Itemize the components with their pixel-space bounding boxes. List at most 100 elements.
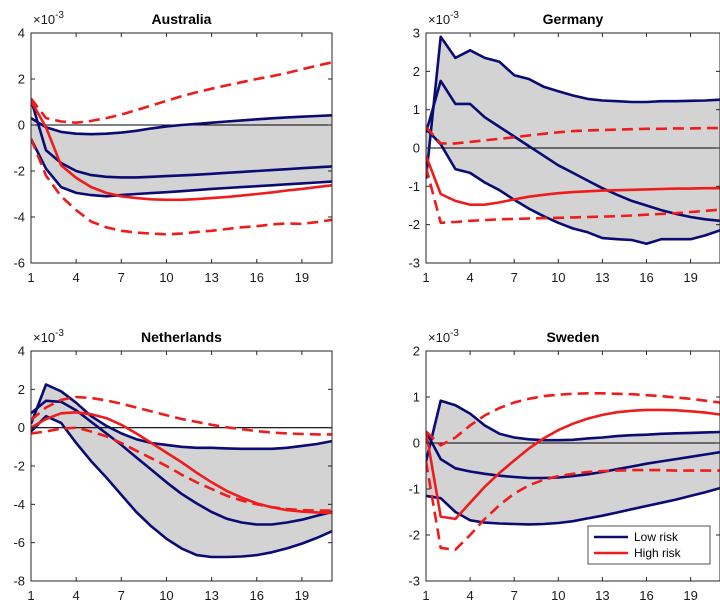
y-tick-label: 0	[413, 436, 420, 451]
plot-area	[31, 383, 332, 559]
x-tick-label: 16	[250, 588, 264, 603]
y-tick-label: -1	[408, 482, 420, 497]
axis-exponent: ×10-3	[33, 10, 64, 27]
high-risk-upper-line	[426, 126, 720, 145]
x-tick-label: 19	[683, 270, 697, 285]
y-tick-label: 2	[18, 382, 25, 397]
panel-title: Sweden	[547, 329, 600, 345]
high-risk-lower-line	[426, 166, 720, 225]
x-tick-label: 13	[204, 588, 218, 603]
low-risk-lower-line	[31, 138, 332, 198]
low-risk-upper-line	[31, 114, 332, 136]
x-tick-label: 16	[639, 270, 653, 285]
x-tick-label: 4	[466, 588, 473, 603]
panel-sweden: -3 -2 -1 0 1 2 1 4 7 10 13 16 19 Sweden ×10-3	[408, 328, 720, 603]
low-risk-median-line	[426, 430, 720, 480]
low-risk-lower-line	[31, 414, 332, 559]
y-tick-label: 0	[413, 141, 420, 156]
y-tick-label: -6	[13, 256, 25, 271]
panel-title: Netherlands	[141, 329, 222, 345]
x-tick-label: 4	[466, 270, 473, 285]
y-tick-label: 2	[413, 64, 420, 79]
high-risk-upper-line	[426, 391, 720, 447]
axes-frame	[30, 32, 333, 264]
x-tick-label: 4	[73, 588, 80, 603]
x-tick-label: 10	[159, 588, 173, 603]
y-tick-label: 0	[18, 118, 25, 133]
legend: Low risk High risk	[587, 525, 711, 565]
low-risk-median-line	[426, 79, 720, 223]
high-risk-median-line	[31, 100, 332, 202]
axis-exponent: ×10-3	[428, 328, 459, 345]
high-risk-lower-line	[31, 138, 332, 236]
low-risk-median-line	[31, 99, 332, 179]
x-tick-label: 13	[595, 588, 609, 603]
x-tick-label: 1	[422, 588, 429, 603]
panel-germany: -3 -2 -1 0 1 2 3 1 4 7 10 13 16 19 Germany ×10-3	[408, 10, 720, 285]
y-tick-label: 1	[413, 390, 420, 405]
low-risk-lower-line	[426, 127, 720, 246]
y-tick-label: -3	[408, 256, 420, 271]
y-tick-label: -2	[408, 217, 420, 232]
confidence-band	[426, 400, 720, 525]
x-tick-label: 19	[683, 588, 697, 603]
plot-area	[426, 35, 720, 246]
x-tick-label: 7	[118, 588, 125, 603]
panel-title: Germany	[543, 11, 604, 27]
low-risk-lower-line	[426, 486, 720, 526]
axis-exponent: ×10-3	[428, 10, 459, 27]
confidence-band	[426, 36, 720, 244]
x-tick-label: 16	[639, 588, 653, 603]
y-tick-label: -4	[13, 210, 25, 225]
panel-netherlands: -8 -6 -4 -2 0 2 4 1 4 7 10 13 16 19 Netherlands ×10-3	[13, 328, 333, 603]
high-risk-upper-line	[31, 61, 332, 124]
y-tick-label: -2	[408, 528, 420, 543]
low-risk-upper-line	[31, 383, 332, 451]
x-tick-label: 1	[27, 588, 34, 603]
low-risk-upper-line	[426, 399, 720, 462]
high-risk-upper-line	[31, 395, 332, 436]
legend-box	[587, 525, 711, 565]
x-tick-label: 13	[595, 270, 609, 285]
axis-exponent: ×10-3	[33, 328, 64, 345]
x-tick-label: 7	[118, 270, 125, 285]
y-tick-label: 3	[413, 26, 420, 41]
x-tick-label: 10	[159, 270, 173, 285]
x-tick-label: 7	[511, 270, 518, 285]
plot-area	[426, 391, 720, 552]
y-tick-label: 4	[18, 26, 25, 41]
x-tick-label: 19	[295, 588, 309, 603]
x-tick-label: 1	[422, 270, 429, 285]
x-tick-label: 4	[73, 270, 80, 285]
x-tick-label: 7	[511, 588, 518, 603]
legend-label: High risk	[634, 546, 682, 560]
x-tick-label: 13	[204, 270, 218, 285]
panel-title: Australia	[152, 11, 212, 27]
x-tick-label: 1	[27, 270, 34, 285]
high-risk-median-line	[426, 408, 720, 521]
plot-area	[31, 61, 332, 236]
x-tick-label: 19	[295, 270, 309, 285]
y-tick-label: 0	[18, 420, 25, 435]
y-tick-label: -6	[13, 535, 25, 550]
axes-frame	[425, 350, 720, 582]
x-tick-label: 10	[551, 270, 565, 285]
y-tick-label: -4	[13, 497, 25, 512]
x-tick-label: 16	[250, 270, 264, 285]
y-tick-label: -3	[408, 574, 420, 589]
y-tick-label: -2	[13, 459, 25, 474]
legend-label: Low risk	[634, 530, 679, 544]
high-risk-lower-line	[426, 461, 720, 552]
panel-australia: -6 -4 -2 0 2 4 1 4 7 10 13 16 19 Australia ×10-3	[13, 10, 333, 285]
high-risk-lower-line	[31, 426, 332, 512]
high-risk-median-line	[426, 155, 720, 206]
y-tick-label: -2	[13, 164, 25, 179]
y-tick-label: -1	[408, 179, 420, 194]
y-tick-label: 1	[413, 102, 420, 117]
y-tick-label: 4	[18, 344, 25, 359]
y-tick-label: 2	[413, 344, 420, 359]
y-tick-label: -8	[13, 574, 25, 589]
y-tick-label: 2	[18, 72, 25, 87]
